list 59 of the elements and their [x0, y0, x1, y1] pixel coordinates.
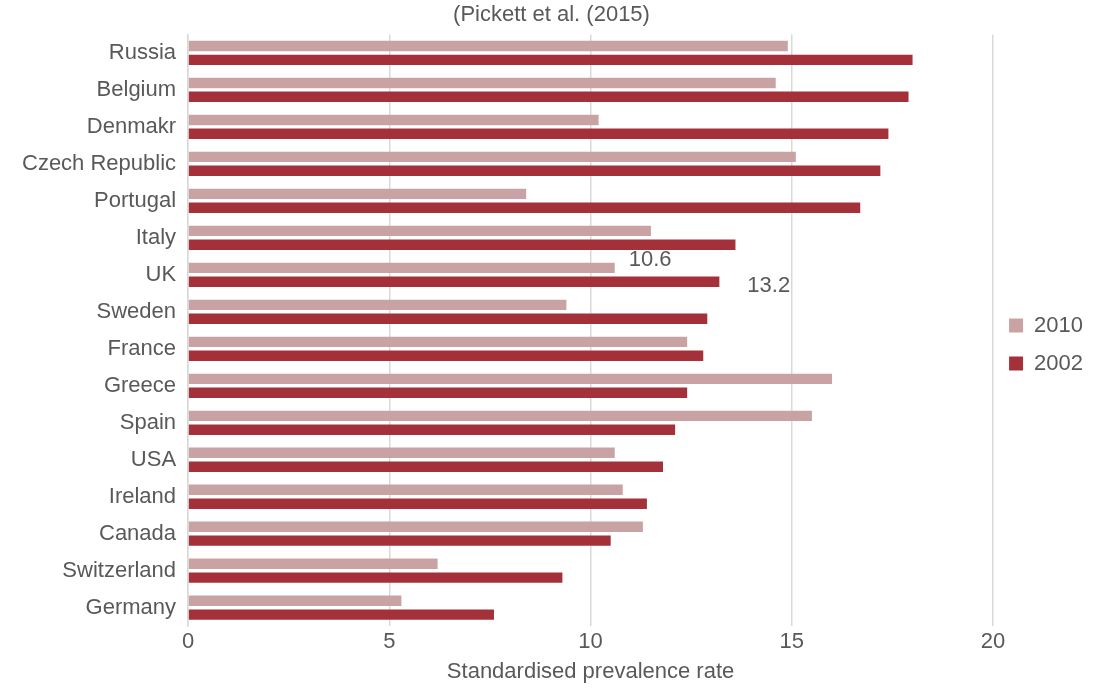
bar	[188, 225, 651, 237]
y-tick-label: Portugal	[94, 186, 177, 212]
bar	[188, 239, 736, 250]
bar	[188, 91, 909, 103]
bar	[188, 535, 611, 546]
y-tick-label: UK	[145, 260, 177, 286]
y-tick-label: Canada	[99, 519, 177, 545]
bar	[188, 461, 664, 472]
y-tick-label: Greece	[103, 371, 177, 397]
bar	[188, 498, 647, 509]
bar	[188, 373, 833, 385]
x-tick-label: 10	[578, 628, 603, 654]
bar	[188, 276, 720, 287]
bar	[188, 424, 676, 435]
y-tick-label: Italy	[135, 223, 177, 249]
x-tick-label: 15	[779, 628, 805, 654]
data-label: 10.6	[628, 245, 672, 271]
y-tick-label: Czech Republic	[22, 149, 177, 175]
bar	[188, 447, 615, 459]
bar	[188, 387, 688, 398]
bar	[188, 336, 688, 348]
x-tick-label: 5	[383, 628, 396, 654]
y-tick-label: Germany	[85, 593, 177, 619]
bar	[188, 595, 402, 606]
bar	[188, 521, 643, 532]
y-tick-label: Ireland	[108, 482, 177, 508]
bar	[188, 350, 704, 361]
y-tick-label: Sweden	[96, 297, 177, 323]
bar	[188, 54, 913, 66]
bar	[188, 114, 599, 126]
y-tick-label: France	[107, 334, 177, 360]
bar	[188, 558, 438, 569]
bar	[188, 151, 796, 163]
bar	[188, 299, 567, 311]
bar	[188, 572, 563, 583]
y-tick-label: Russia	[108, 38, 177, 64]
bar	[188, 410, 812, 422]
bar	[188, 609, 494, 620]
bar	[188, 165, 881, 176]
bar	[188, 128, 889, 140]
y-tick-label: Denmakr	[86, 112, 177, 138]
bar	[188, 40, 788, 52]
bar	[188, 313, 708, 324]
bar	[188, 202, 861, 213]
x-axis-title: Standardised prevalence rate	[446, 657, 735, 683]
y-tick-label: Spain	[119, 408, 177, 434]
y-tick-label: USA	[130, 445, 177, 471]
bar	[188, 77, 776, 89]
data-label: 13.2	[747, 271, 791, 297]
legend-label: 2002	[1034, 349, 1084, 375]
bar	[188, 484, 623, 496]
legend-label: 2010	[1034, 311, 1084, 337]
chart-title: (Pickett et al. (2015)	[453, 1, 650, 27]
y-tick-label: Belgium	[96, 75, 177, 101]
x-tick-label: 20	[980, 628, 1006, 654]
bar	[188, 262, 615, 274]
bar	[188, 188, 527, 200]
y-tick-label: Switzerland	[62, 556, 177, 582]
x-tick-label: 0	[181, 628, 195, 654]
